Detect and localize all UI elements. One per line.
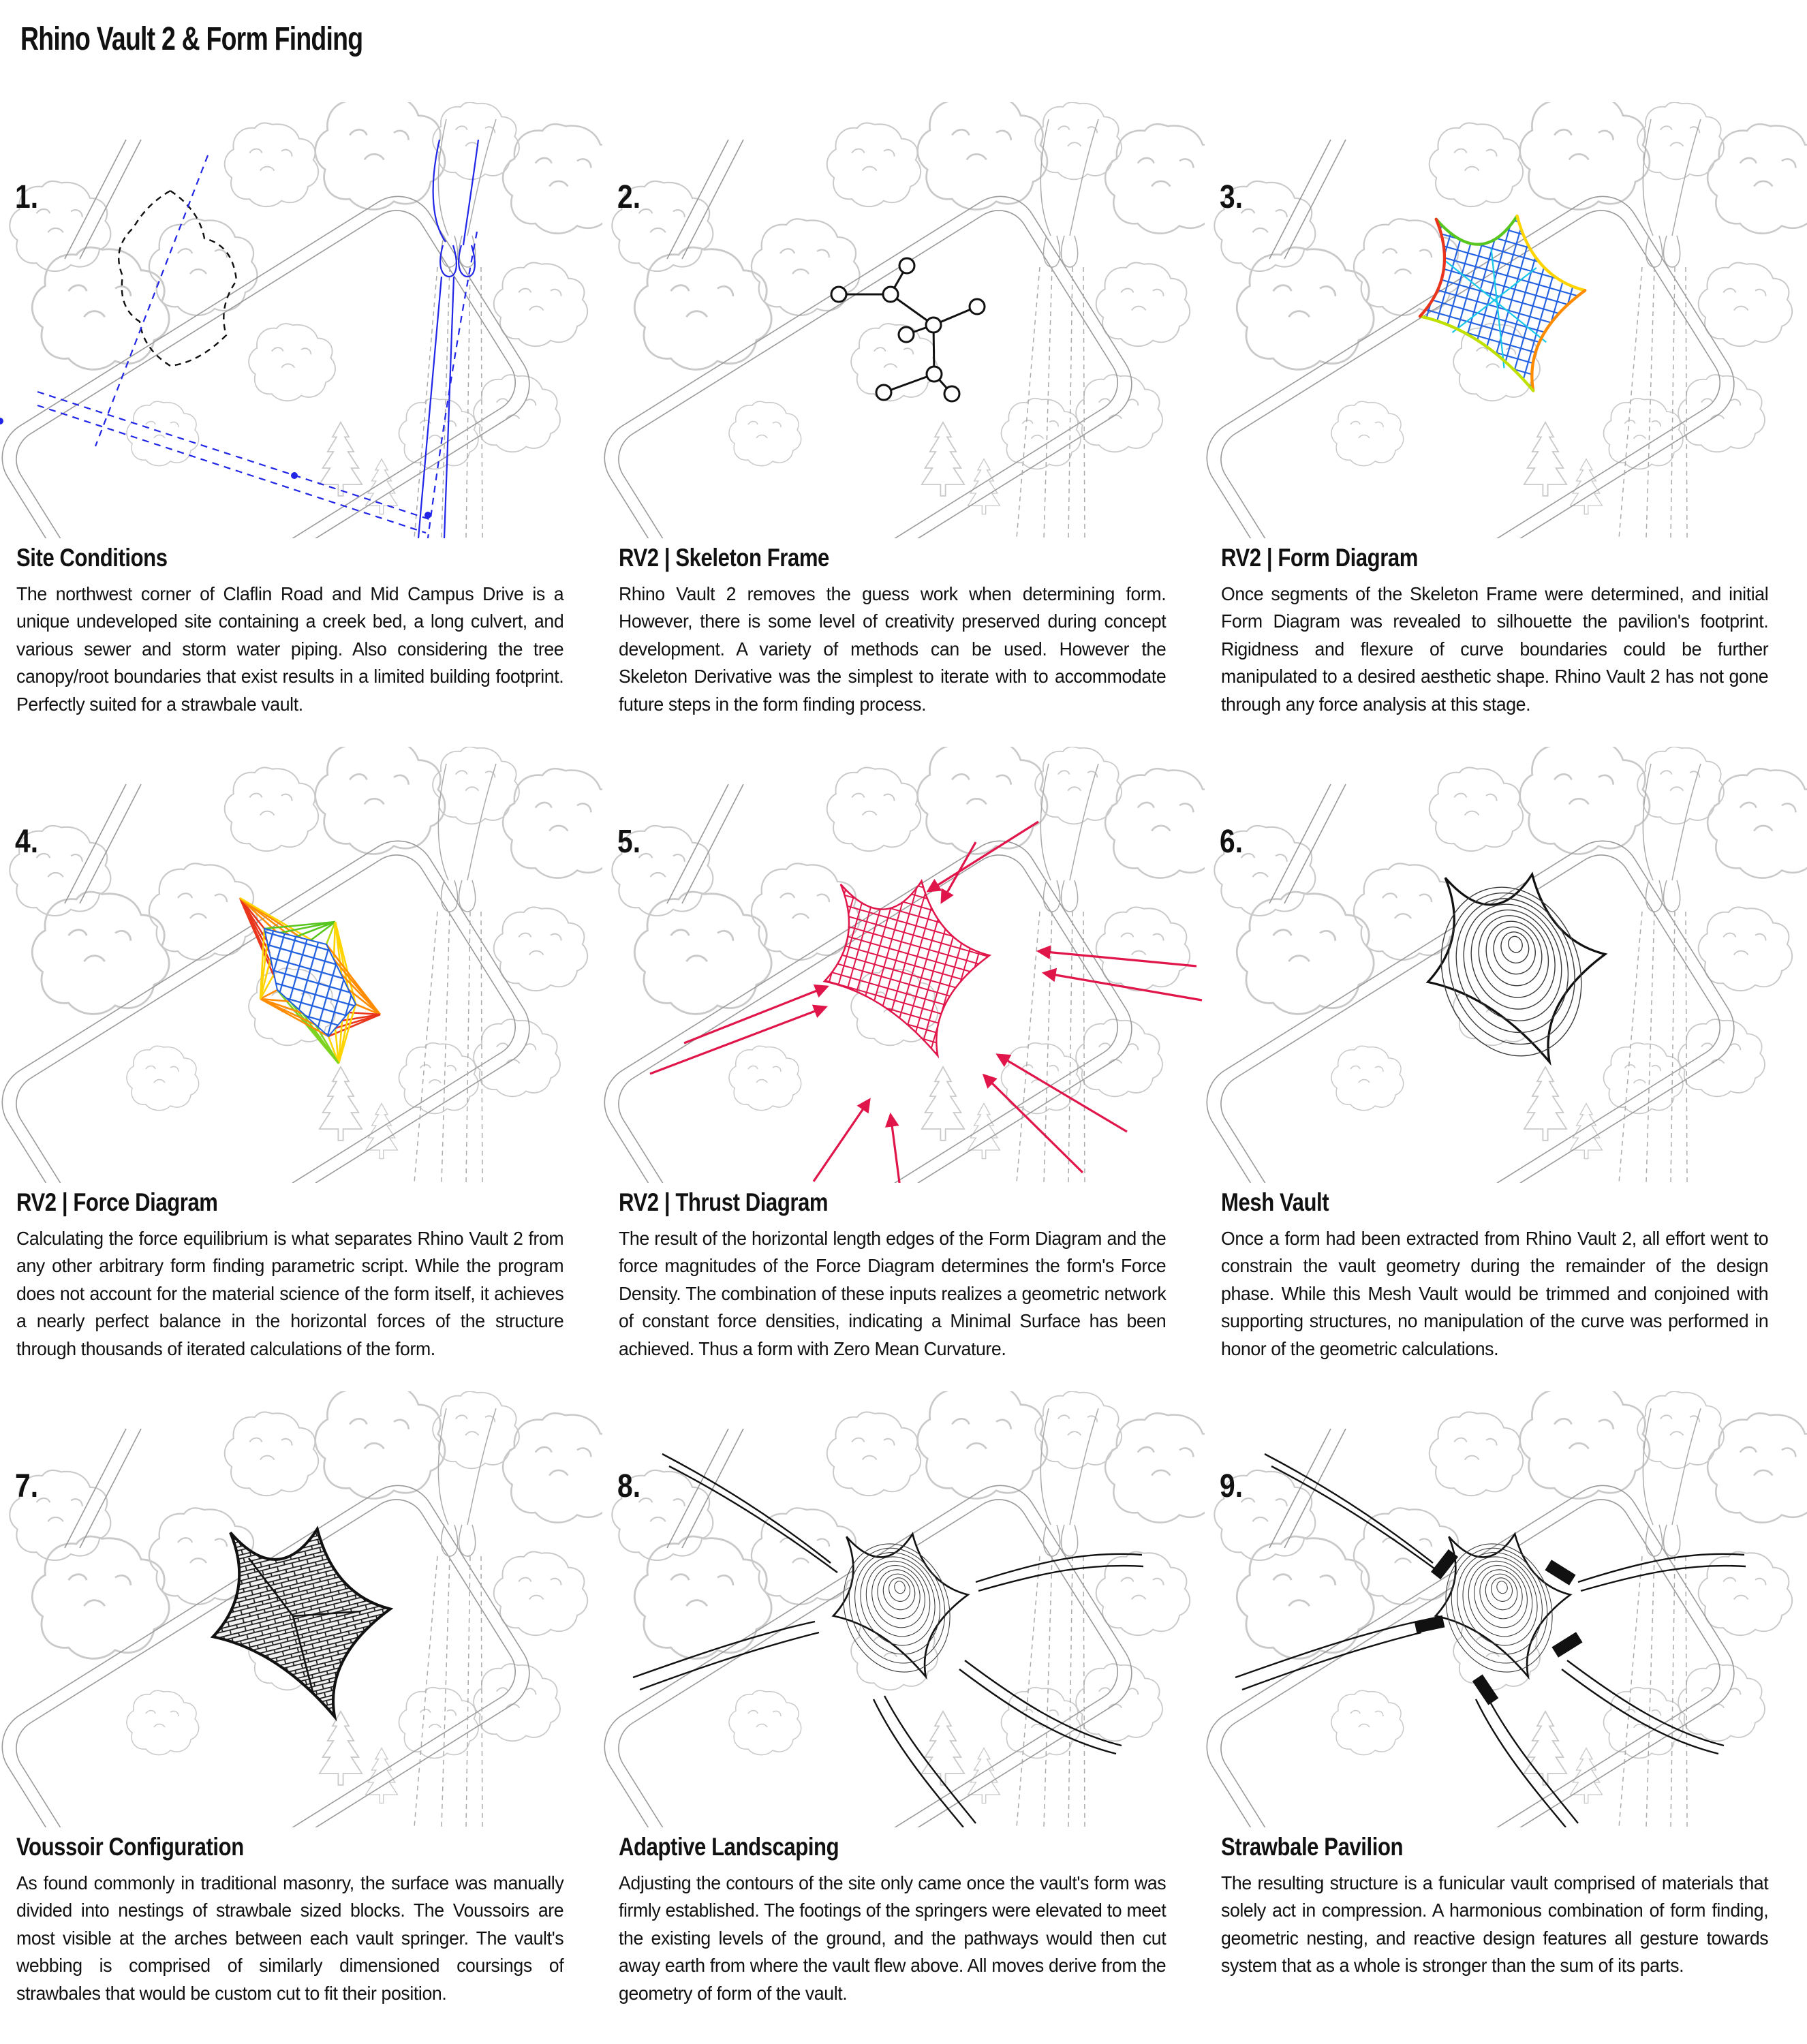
panel-title: Strawbale Pavilion: [1221, 1833, 1404, 1861]
force-mesh-core: [263, 927, 357, 1038]
panel-body: Rhino Vault 2 removes the guess work whe…: [619, 583, 1167, 715]
panel-form-diagram: 3. RV2 | Form Diagram Once segments of t…: [1205, 102, 1807, 747]
panel-body: Calculating the force equilibrium is wha…: [16, 1228, 564, 1359]
panel-grid: 1.: [0, 102, 1807, 2036]
panel-title: Voussoir Configuration: [16, 1833, 244, 1861]
page-title: Rhino Vault 2 & Form Finding: [20, 21, 363, 57]
pathway-curves: [632, 1453, 1144, 1827]
utility-lines-blue: [37, 139, 480, 538]
panel-body: Once segments of the Skeleton Frame were…: [1221, 583, 1769, 715]
utility-node-dots: [0, 418, 431, 518]
panel-body: The resulting structure is a funicular v…: [1221, 1872, 1769, 1977]
panel-title: Adaptive Landscaping: [619, 1833, 839, 1861]
force-diagram-illustration: [0, 747, 602, 1183]
panel-adaptive-landscaping: 8. Adaptive Landscaping Adjust: [602, 1391, 1205, 2036]
panel-thrust-diagram: 5. RV2 | Thrust Diagram The result of t: [602, 747, 1205, 1391]
panel-number: 5.: [617, 824, 641, 860]
panel-number: 4.: [15, 824, 39, 860]
panel-title: RV2 | Form Diagram: [1221, 544, 1419, 572]
panel-strawbale-pavilion: 9.: [1205, 1391, 1807, 2036]
panel-number: 2.: [617, 179, 641, 215]
form-diagram-illustration: [1205, 102, 1807, 538]
panel-title: Mesh Vault: [1221, 1188, 1329, 1216]
panel-skeleton-frame: 2. RV2 | Skeleton Frame Rhino Vault 2 re…: [602, 102, 1205, 747]
mesh-vault-contours: [1419, 868, 1607, 1075]
panel-number: 3.: [1220, 179, 1244, 215]
panel-body: Once a form had been extracted from Rhin…: [1221, 1228, 1769, 1359]
panel-number: 1.: [15, 179, 39, 215]
panel-mesh-vault: 6. Mesh Vault Once a form had been extra…: [1205, 747, 1807, 1391]
panel-body: The result of the horizontal length edge…: [619, 1228, 1167, 1359]
panel-site-conditions: 1.: [0, 102, 602, 747]
springer-footings: [1414, 1549, 1583, 1705]
panel-force-diagram: 4.: [0, 747, 602, 1391]
voussoir-brick-surface: [213, 1529, 390, 1716]
thrust-diagram-illustration: [602, 747, 1205, 1183]
panel-title: RV2 | Thrust Diagram: [619, 1188, 829, 1216]
pathway-curves: [1235, 1453, 1746, 1827]
thrust-mesh: [823, 880, 991, 1057]
skeleton-edges: [839, 265, 978, 395]
voussoir-configuration-illustration: [0, 1391, 602, 1827]
vault-contour-plan: [827, 1529, 969, 1687]
panel-number: 9.: [1220, 1468, 1244, 1504]
board-header: Rhino Vault 2 & Form Finding: [0, 0, 1807, 102]
panel-body: Adjusting the contours of the site only …: [619, 1872, 1167, 2004]
skeleton-frame-illustration: [602, 102, 1205, 538]
panel-title: RV2 | Skeleton Frame: [619, 544, 829, 572]
site-conditions-illustration: [0, 102, 602, 538]
adaptive-landscaping-illustration: [602, 1391, 1205, 1827]
strawbale-pavilion-illustration: [1205, 1391, 1807, 1827]
thrust-arrows: [649, 820, 1203, 1183]
form-diagram-mesh: [1418, 214, 1587, 392]
mesh-vault-illustration: [1205, 747, 1807, 1183]
force-fans: [238, 897, 382, 1064]
panel-body: As found commonly in traditional masonry…: [16, 1872, 564, 2004]
panel-number: 7.: [15, 1468, 39, 1504]
panel-title: Site Conditions: [16, 544, 168, 572]
panel-voussoir-configuration: 7. Voussoir Configuration As found commo…: [0, 1391, 602, 2036]
panel-number: 8.: [617, 1468, 641, 1504]
panel-title: RV2 | Force Diagram: [16, 1188, 218, 1216]
panel-number: 6.: [1220, 824, 1244, 860]
skeleton-nodes: [830, 257, 986, 403]
panel-body: The northwest corner of Claflin Road and…: [16, 583, 564, 715]
